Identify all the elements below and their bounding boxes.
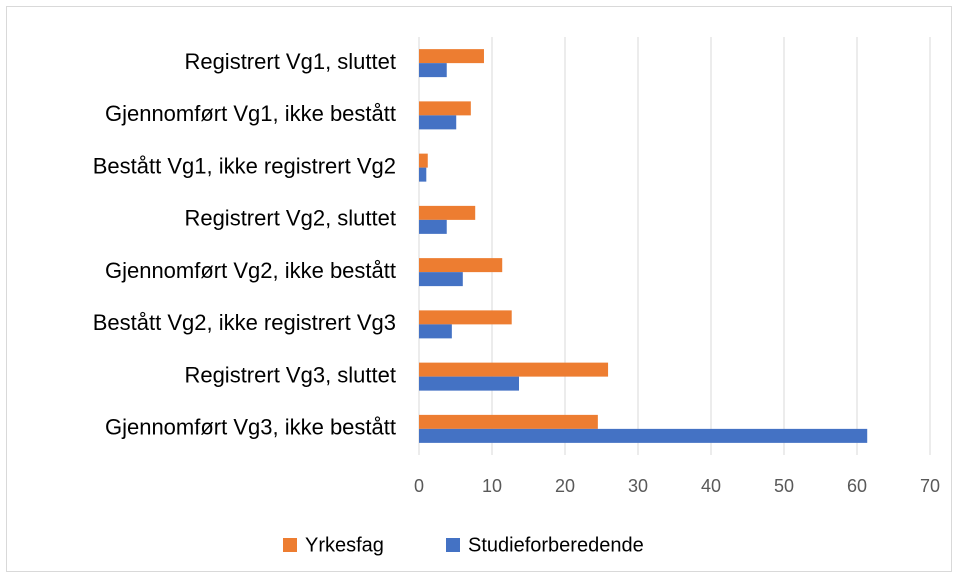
y-tick-label: Bestått Vg1, ikke registrert Vg2 [93,153,396,178]
bar [419,362,609,377]
bar [419,428,868,443]
bar [419,258,503,273]
y-tick-label: Gjennomført Vg3, ikke bestått [105,415,396,440]
bar [419,414,598,429]
x-tick-label: 10 [482,476,502,496]
x-tick-label: 30 [628,476,648,496]
bar [419,167,427,182]
y-tick-label: Gjennomført Vg1, ikke bestått [105,101,396,126]
bar [419,376,520,391]
y-tick-label: Bestått Vg2, ikke registrert Vg3 [93,310,396,335]
bar [419,49,484,64]
y-tick-label: Registrert Vg3, sluttet [184,362,396,387]
chart-border [6,6,952,572]
bar [419,310,512,325]
x-tick-label: 20 [555,476,575,496]
bar [419,272,463,287]
bar [419,324,452,339]
bar [419,219,447,234]
x-tick-label: 50 [774,476,794,496]
bar [419,205,476,220]
legend-swatch [283,538,297,552]
x-tick-label: 60 [847,476,867,496]
x-tick-label: 0 [414,476,424,496]
legend-label: Studieforberedende [468,534,644,556]
y-tick-label: Gjennomført Vg2, ikke bestått [105,258,396,283]
y-tick-label: Registrert Vg2, sluttet [184,206,396,231]
bar [419,153,428,168]
bar [419,115,457,130]
x-tick-label: 40 [701,476,721,496]
x-tick-label: 70 [920,476,940,496]
legend-swatch [446,538,460,552]
bar [419,101,471,116]
bar [419,63,447,78]
legend-label: Yrkesfag [305,534,384,556]
y-tick-label: Registrert Vg1, sluttet [184,49,396,74]
